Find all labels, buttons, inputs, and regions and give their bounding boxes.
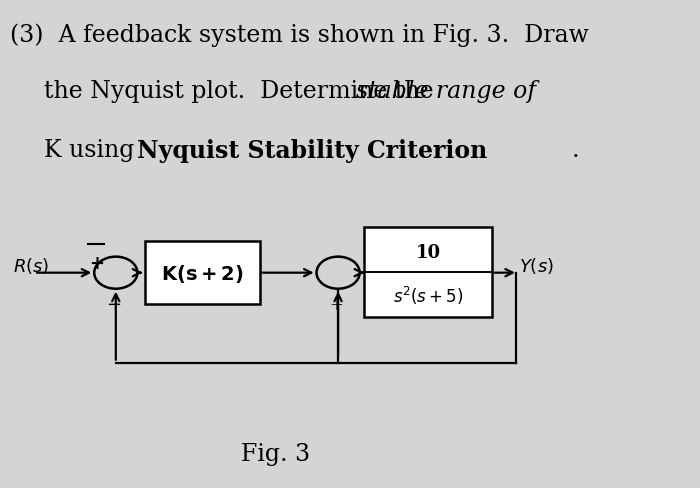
Text: 10: 10 [415, 243, 440, 261]
FancyBboxPatch shape [364, 228, 491, 318]
Text: the Nyquist plot.  Determine the: the Nyquist plot. Determine the [44, 80, 441, 103]
Text: +: + [89, 254, 104, 272]
Text: +: + [329, 296, 343, 313]
Text: stable range of: stable range of [356, 80, 536, 103]
Text: −: − [106, 296, 121, 314]
Text: $\mathbf{K(s+2)}$: $\mathbf{K(s+2)}$ [161, 262, 244, 284]
Text: (3)  A feedback system is shown in Fig. 3.  Draw: (3) A feedback system is shown in Fig. 3… [10, 23, 589, 47]
Text: Nyquist Stability Criterion: Nyquist Stability Criterion [137, 138, 488, 162]
Text: Fig. 3: Fig. 3 [241, 442, 311, 465]
FancyBboxPatch shape [145, 242, 260, 305]
Text: K using: K using [44, 138, 142, 161]
Text: $Y(s)$: $Y(s)$ [519, 256, 554, 276]
Text: $R(s)$: $R(s)$ [13, 256, 50, 276]
Text: .: . [572, 138, 580, 161]
Text: $s^2(s+5)$: $s^2(s+5)$ [393, 285, 463, 306]
